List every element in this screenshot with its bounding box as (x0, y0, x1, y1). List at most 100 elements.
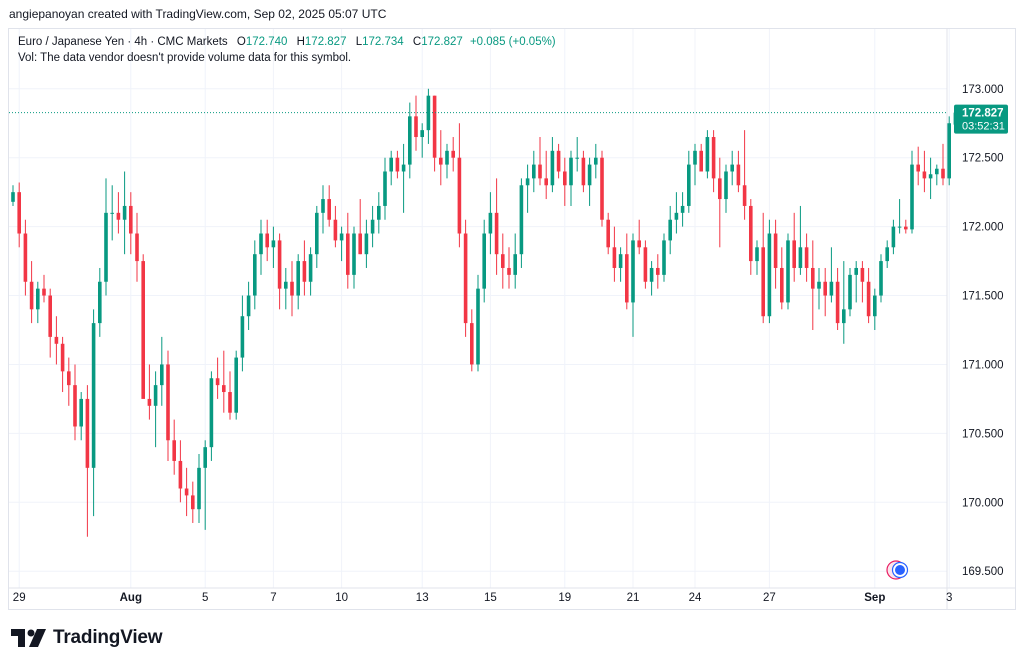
price-tick-label: 171.500 (962, 291, 1004, 303)
price-tick-label: 172.500 (962, 153, 1004, 165)
candle-body-up (532, 164, 536, 179)
candle-body-down (581, 157, 586, 186)
candle-body-down (184, 488, 189, 496)
tradingview-wordmark: TradingView (53, 627, 163, 648)
time-tick-label: 19 (558, 592, 571, 604)
candle-body-down (792, 240, 796, 268)
candle-body-up (401, 164, 406, 172)
candle-body-down (544, 178, 548, 186)
candle-body-up (246, 295, 251, 317)
candle-body-down (116, 212, 121, 220)
candle-body-up (377, 205, 381, 220)
candle-body-up (687, 164, 691, 206)
candle-body-down (265, 233, 269, 248)
candle-body-up (104, 212, 108, 282)
candle-body-up (426, 95, 431, 131)
candle-body-up (445, 150, 449, 165)
time-tick-label: 13 (416, 592, 429, 604)
candle-body-down (643, 247, 648, 282)
candle-body-up (897, 226, 902, 228)
time-axis[interactable]: 29 Aug 5 7 10 13 15 19 21 24 27 Sep 3 (13, 592, 953, 604)
candle-body-up (705, 137, 710, 172)
candle-body-up (364, 233, 369, 255)
candle-body-down (290, 281, 294, 296)
candle-body-up (79, 398, 83, 427)
candle-body-down (54, 336, 59, 344)
time-tick-label: 21 (627, 592, 640, 604)
candle-body-up (525, 178, 530, 186)
candle-body-up (885, 247, 889, 262)
tradingview-logo[interactable]: TradingView (11, 627, 163, 649)
candle-body-down (711, 137, 716, 179)
candle-body-up (352, 233, 356, 275)
candle-body-down (835, 281, 840, 324)
candle-body-up (668, 219, 672, 241)
candle-body-up (842, 309, 846, 324)
candle-body-up (649, 267, 654, 282)
time-tick-label: Sep (864, 592, 885, 604)
candle-body-up (786, 240, 790, 303)
time-tick-label: 27 (763, 592, 776, 604)
candle-body-down (922, 171, 927, 179)
candle-body-up (618, 254, 623, 268)
low-label: L (355, 36, 363, 48)
candle-body-down (563, 171, 567, 186)
candle-body-up (879, 261, 883, 296)
candle-body-down (48, 295, 52, 337)
candle-body-up (928, 174, 933, 179)
candle-body-up (315, 212, 319, 255)
candle-body-up (755, 247, 759, 262)
open-value: 172.740 (245, 36, 288, 48)
candle-body-down (538, 164, 542, 179)
candle-body-up (550, 150, 555, 186)
candle-body-down (432, 95, 437, 158)
bar-countdown: 03:52:31 (962, 121, 1005, 133)
candle-body-down (556, 150, 561, 172)
candle-body-down (606, 219, 610, 248)
candle-body-down (457, 157, 462, 234)
candle-body-up (203, 447, 207, 468)
time-tick-label: 3 (946, 592, 952, 604)
time-tick-label: 5 (202, 592, 208, 604)
candle-body-down (612, 247, 617, 268)
candle-body-up (383, 171, 387, 206)
candle-body-down (761, 247, 765, 317)
candle-body-up (308, 254, 313, 282)
candle-body-up (854, 267, 858, 275)
candle-body-down (494, 212, 499, 255)
candle-body-down (463, 233, 468, 324)
open-label: O (236, 36, 246, 48)
candle-body-up (693, 150, 697, 165)
price-tick-label: 171.000 (962, 359, 1004, 371)
candle-body-down (129, 205, 133, 234)
candle-body-up (873, 295, 877, 317)
symbol-legend[interactable]: Euro / Japanese Yen · 4h · CMC Markets O… (18, 34, 556, 66)
candle-body-down (823, 281, 827, 296)
candle-body-down (17, 192, 21, 234)
candle-body-down (23, 233, 28, 282)
candle-body-down (860, 267, 865, 282)
price-axis[interactable]: 173.000 172.500 172.000 171.500 171.000 170.5… (962, 84, 1004, 578)
price-tick-label: 172.000 (962, 222, 1004, 234)
chart-frame[interactable] (8, 28, 1016, 610)
price-tick-label: 170.500 (962, 428, 1004, 440)
candle-body-down (327, 199, 331, 220)
candle-body-up (575, 157, 579, 159)
time-tick-label: 24 (689, 592, 702, 604)
candle-body-down (73, 385, 77, 427)
candle-body-down (804, 247, 809, 268)
candle-body-up (631, 240, 635, 303)
candle-body-up (160, 364, 164, 386)
candle-body-up (935, 168, 939, 175)
candle-body-up (110, 212, 114, 214)
live-indicator-icon[interactable] (886, 560, 909, 580)
candle-body-down (742, 185, 747, 206)
candle-body-up (271, 240, 276, 248)
change-value: +0.085 (+0.05%) (469, 36, 556, 48)
candle-body-down (811, 267, 815, 289)
candle-body-up (488, 212, 493, 234)
time-tick-label: Aug (120, 592, 142, 604)
candle-body-up (848, 274, 852, 310)
candle-body-up (767, 233, 772, 317)
